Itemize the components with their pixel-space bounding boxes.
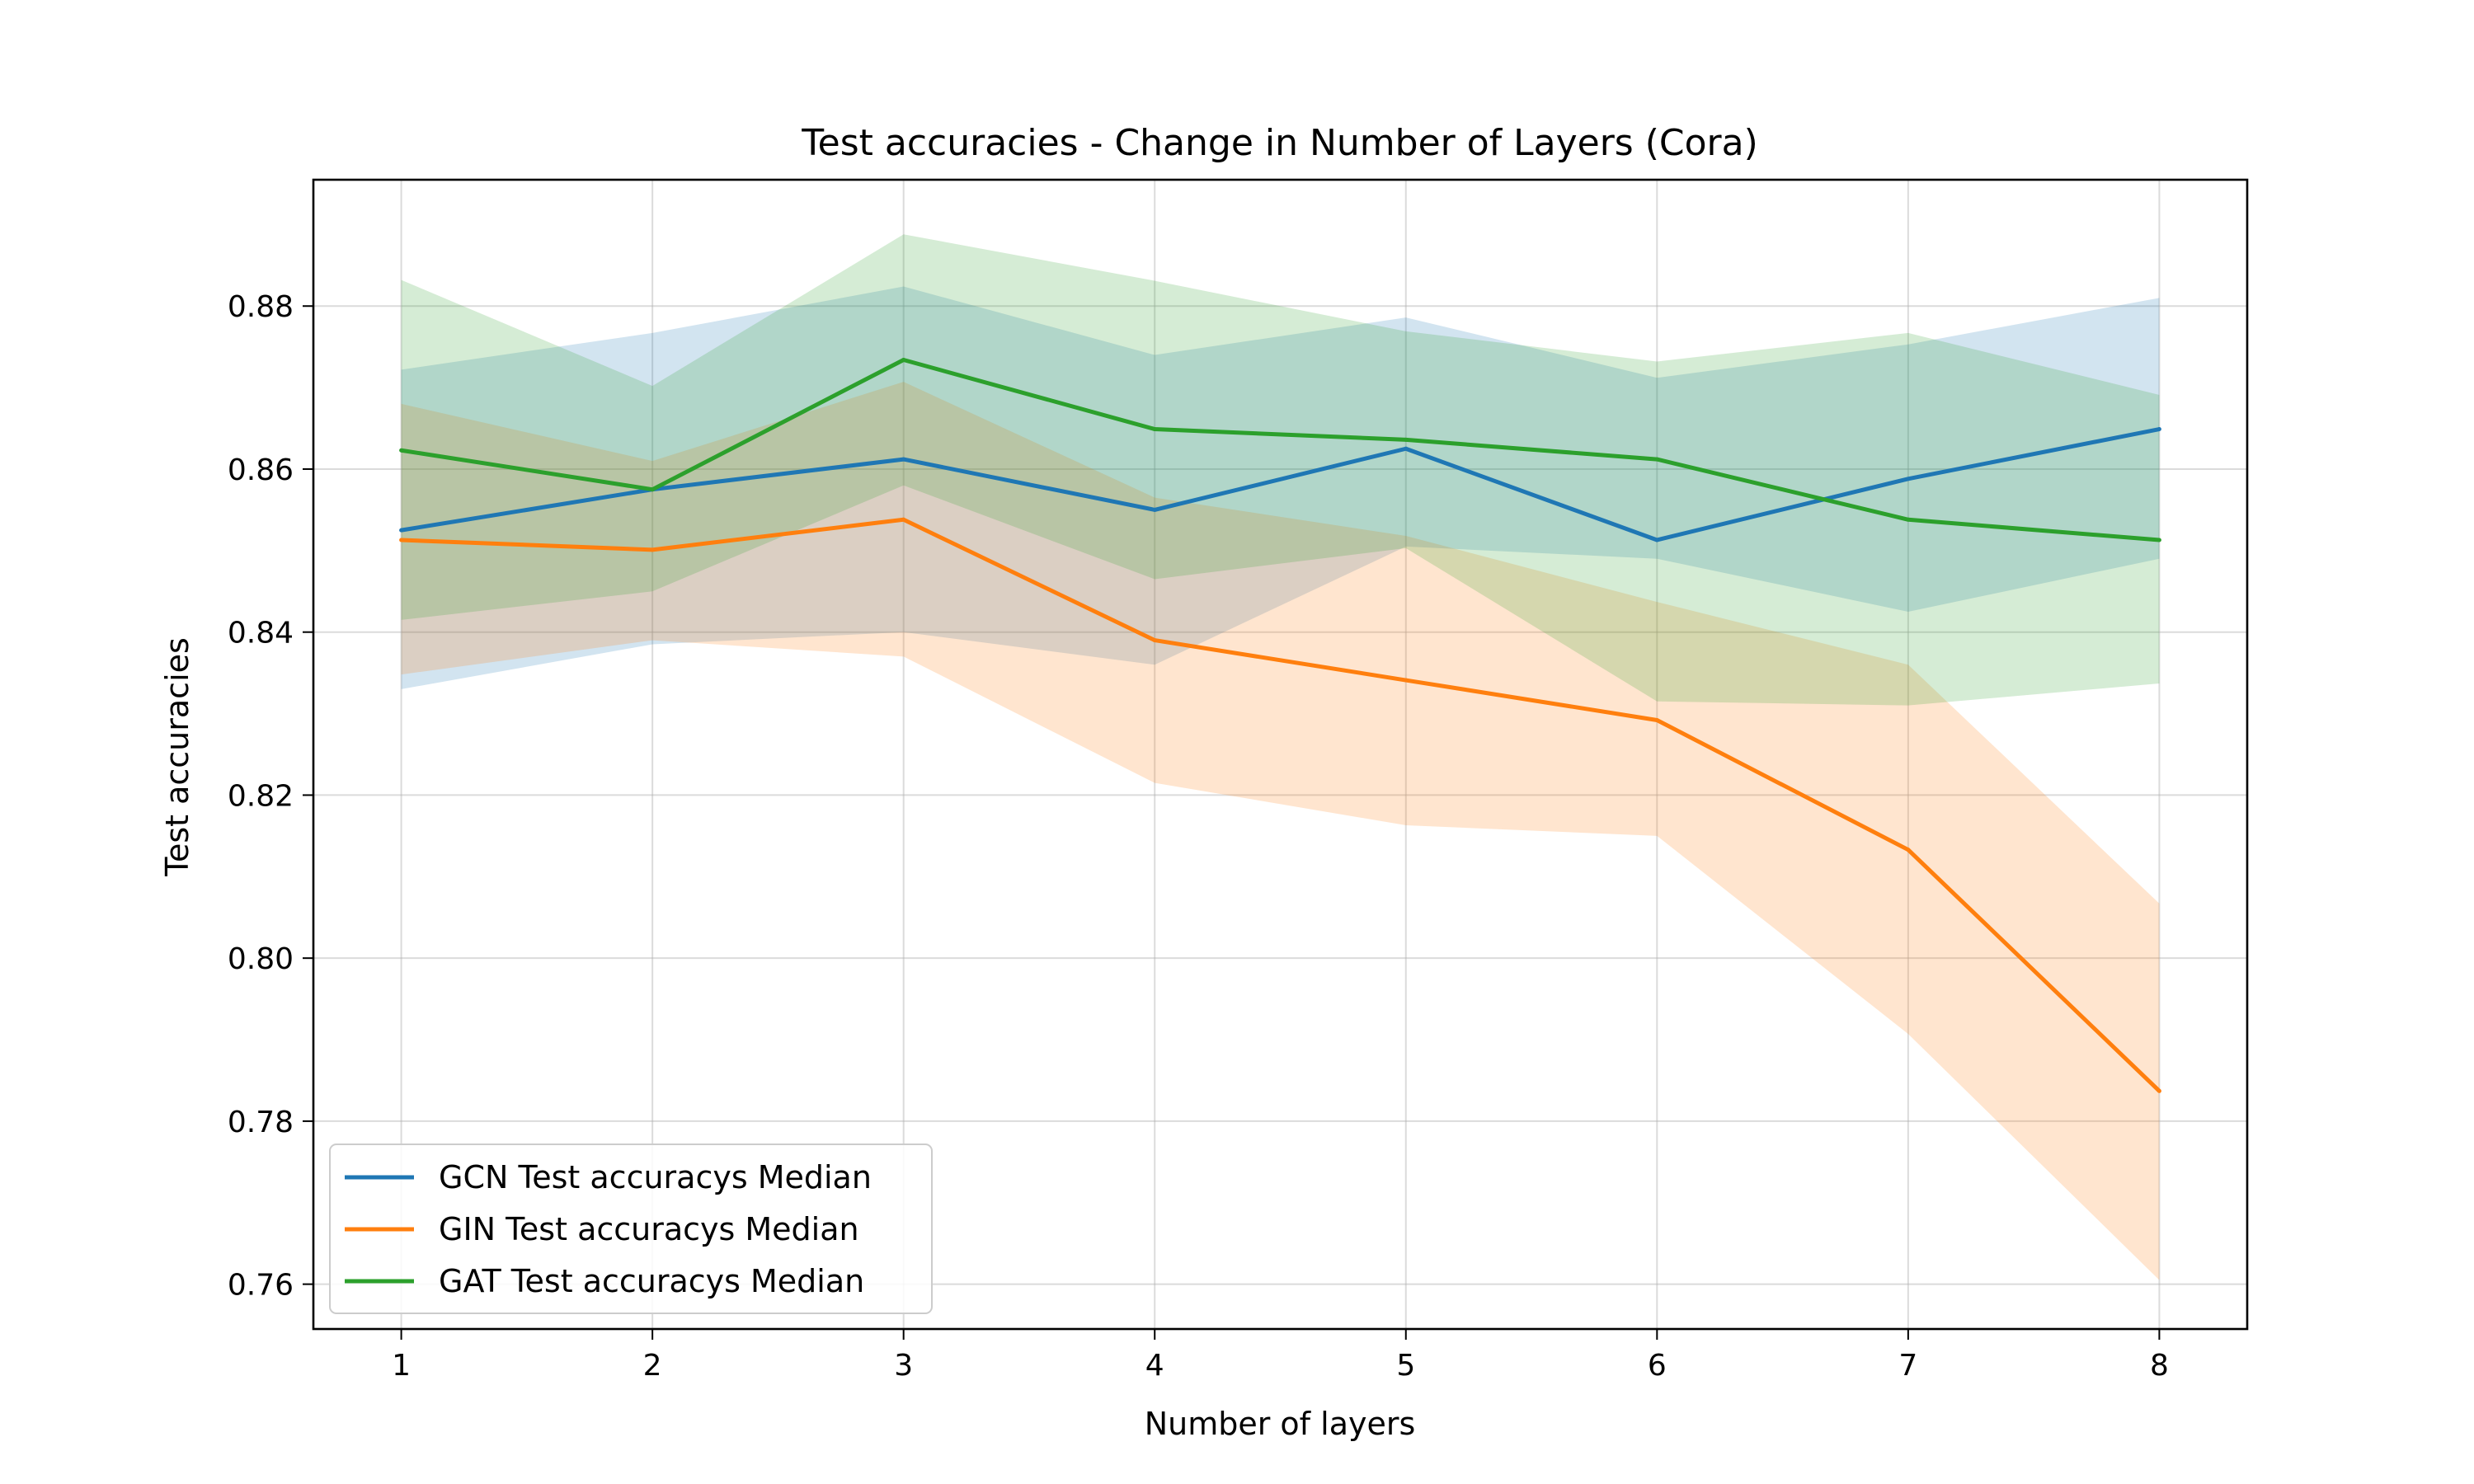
data-point (1404, 678, 1409, 683)
y-tick-label: 0.84 (228, 617, 294, 650)
x-tick-label: 6 (1648, 1349, 1667, 1383)
data-point (901, 517, 906, 522)
y-axis-label: Test accuracies (159, 637, 195, 877)
series-lines (399, 357, 2161, 1093)
x-tick-label: 8 (2150, 1349, 2169, 1383)
y-tick-label: 0.82 (228, 779, 294, 813)
data-point (2157, 538, 2161, 542)
series-line (401, 357, 2160, 542)
confidence-band (401, 234, 2160, 706)
data-point (399, 538, 404, 542)
data-point (1404, 446, 1409, 451)
series-line (401, 427, 2160, 542)
y-tick-label: 0.80 (228, 942, 294, 976)
data-point (1906, 517, 1911, 522)
legend-label: GCN Test accuracys Median (439, 1159, 872, 1195)
legend: GCN Test accuracys Median GIN Test accura… (329, 1144, 933, 1314)
x-axis-label: Number of layers (1145, 1406, 1416, 1442)
confidence-band (401, 382, 2160, 1280)
data-point (1152, 638, 1157, 643)
data-point (650, 547, 655, 552)
data-point (2157, 427, 2161, 432)
data-point (901, 457, 906, 462)
legend-box (329, 1144, 933, 1314)
data-point (1906, 477, 1911, 481)
x-tick-label: 1 (392, 1349, 411, 1383)
x-axis-ticks: 1 2 3 4 5 6 7 8 (392, 1329, 2169, 1383)
y-tick-label: 0.78 (228, 1106, 294, 1139)
y-tick-label: 0.86 (228, 453, 294, 487)
data-point (901, 357, 906, 362)
series-line (401, 517, 2161, 1093)
data-point (1404, 437, 1409, 442)
chart-title: Test accuracies - Change in Number of La… (801, 122, 1757, 164)
data-point (1906, 848, 1911, 852)
x-tick-label: 4 (1145, 1349, 1164, 1383)
x-tick-label: 2 (643, 1349, 662, 1383)
x-tick-label: 3 (894, 1349, 913, 1383)
data-point (1654, 457, 1659, 462)
data-point (1152, 427, 1157, 432)
legend-label: GAT Test accuracys Median (439, 1263, 864, 1299)
data-point (399, 528, 404, 533)
data-point (1654, 717, 1659, 722)
y-tick-label: 0.76 (228, 1269, 294, 1303)
x-tick-label: 5 (1396, 1349, 1415, 1383)
legend-label: GIN Test accuracys Median (439, 1211, 859, 1247)
confidence-band (401, 286, 2160, 689)
data-point (2157, 1088, 2161, 1093)
x-tick-label: 7 (1898, 1349, 1917, 1383)
y-axis-ticks: 0.76 0.78 0.80 0.82 0.84 0.86 0.88 (228, 290, 313, 1303)
y-tick-label: 0.88 (228, 290, 294, 324)
data-point (399, 448, 404, 453)
data-point (1152, 507, 1157, 512)
plot-frame (312, 178, 2249, 1331)
confidence-bands (401, 234, 2160, 1280)
data-point (650, 487, 655, 492)
data-point (1654, 538, 1659, 542)
